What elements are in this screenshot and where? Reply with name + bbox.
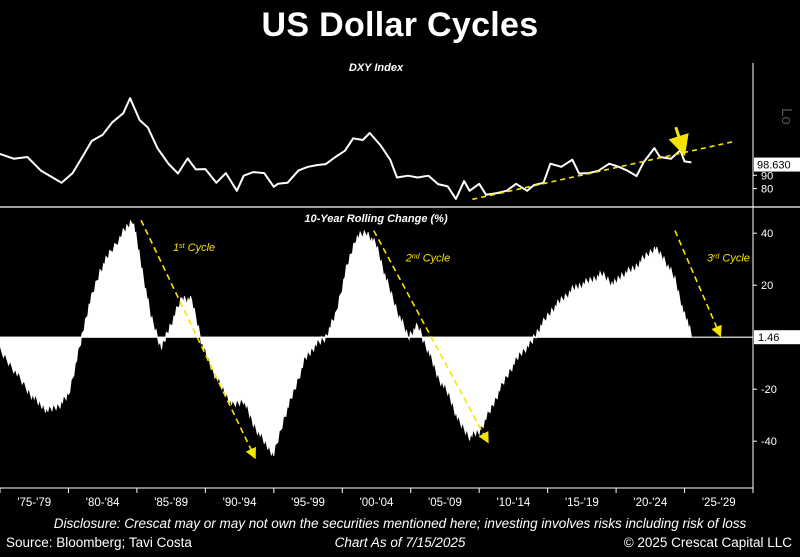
- dxy-last-value-badge: [754, 157, 800, 172]
- cycle-label-1: 1st Cycle: [173, 242, 215, 254]
- cycle-label-3: 3rd Cycle: [707, 253, 750, 265]
- dxy-last-value-label: 98.630: [757, 160, 791, 172]
- cycle-label-2: 2nd Cycle: [405, 253, 450, 265]
- x-tick-label: '85-'89: [154, 497, 188, 509]
- dxy-panel-title: DXY Index: [349, 62, 404, 74]
- as-of-text: Chart As of 7/15/2025: [334, 535, 466, 550]
- x-tick-label: '00-'04: [360, 497, 394, 509]
- rolling-change-area: [0, 219, 692, 457]
- x-tick-label: '75-'79: [17, 497, 51, 509]
- rolling-y-tick-label: 40: [761, 228, 773, 240]
- copyright-text: © 2025 Crescat Capital LLC: [623, 535, 792, 550]
- x-tick-label: '05-'09: [428, 497, 462, 509]
- rolling-change-panel: 40 20 -20 -40 1.46 1st Cycle 2nd Cycle 3rd Cycl…: [0, 219, 800, 460]
- x-tick-label: '10-'14: [497, 497, 531, 509]
- disclosure-text: Disclosure: Crescat may or may not own t…: [53, 516, 747, 531]
- cycle-arrow-3: [674, 230, 722, 338]
- x-tick-label: '20-'24: [633, 497, 667, 509]
- x-tick-label: '25-'29: [702, 497, 736, 509]
- x-tick-label: '90-'94: [223, 497, 257, 509]
- chart-frame: [0, 63, 800, 489]
- dxy-y-tick-label: 90: [761, 170, 773, 182]
- yellow-arrow-icon: [668, 126, 689, 157]
- rolling-y-tick-label: -20: [761, 384, 777, 396]
- x-tick-label: '80-'84: [86, 497, 120, 509]
- x-tick-label: '15-'19: [565, 497, 599, 509]
- source-text: Source: Bloomberg; Tavi Costa: [6, 535, 192, 550]
- rolling-y-tick-label: 20: [761, 280, 773, 292]
- cycle-arrow-1: [140, 219, 256, 460]
- dxy-y-tick-label: 80: [761, 184, 773, 196]
- dxy-trendline: [472, 141, 733, 201]
- rolling-y-tick-label: -40: [761, 436, 777, 448]
- partial-axis-label: Lo: [778, 108, 795, 125]
- page-title: US Dollar Cycles: [261, 6, 539, 44]
- dxy-series-line: [0, 97, 692, 200]
- x-axis-ticks: '75-'79 '80-'84 '85-'89 '90-'94 '95-'99 '00-'…: [0, 488, 754, 509]
- x-tick-label: '95-'99: [291, 497, 325, 509]
- rolling-last-value-badge: [754, 330, 800, 345]
- rolling-panel-title: 10-Year Rolling Change (%): [304, 213, 448, 225]
- rolling-last-value-label: 1.46: [758, 332, 779, 344]
